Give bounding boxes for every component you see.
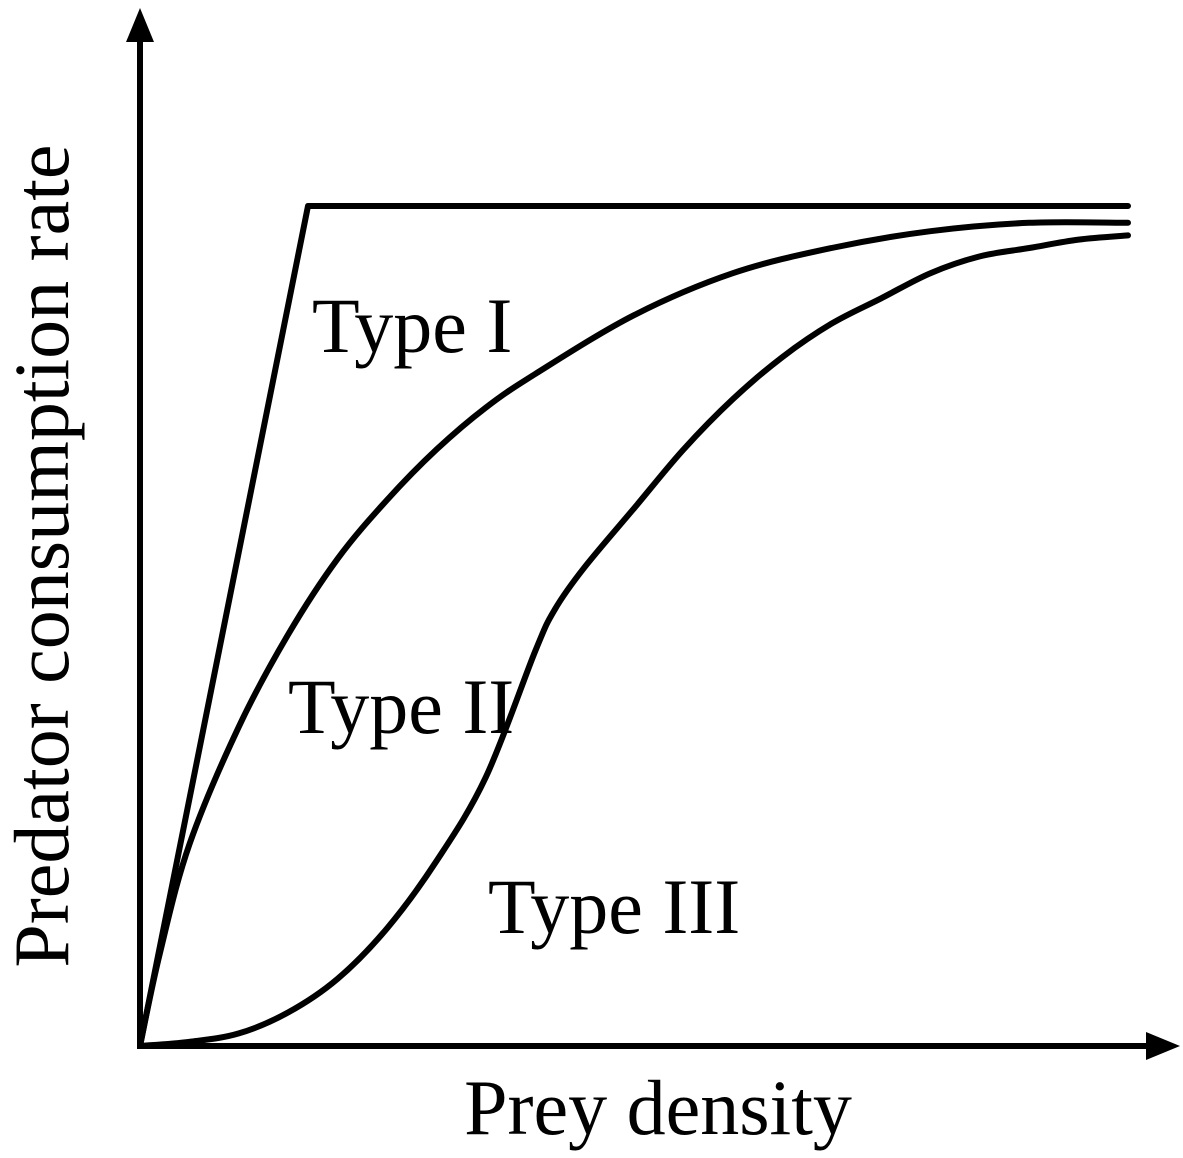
x-axis-arrowhead [1146,1032,1180,1060]
series-label-type-3: Type III [488,863,740,950]
series-label-type-2: Type II [288,663,514,750]
series-line-type-1 [137,203,1131,1049]
series-line-type-2 [137,219,1131,1049]
y-axis-label: Predator consumption rate [0,144,85,967]
y-axis-arrowhead [126,8,154,42]
series-label-type-1: Type I [312,282,512,369]
x-axis-label: Prey density [464,1064,852,1151]
series-line-type-3 [137,232,1131,1049]
series-layer [137,203,1131,1049]
